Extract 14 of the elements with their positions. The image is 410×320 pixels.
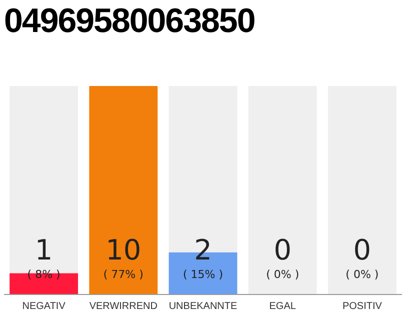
x-tick-label: POSITIV bbox=[342, 300, 382, 312]
x-tick-label: NEGATIV bbox=[22, 300, 66, 312]
chart-title: 04969580063850 bbox=[4, 2, 255, 41]
annotation: ( 77% ) bbox=[103, 268, 144, 281]
x-tick-label: EGAL bbox=[269, 300, 296, 312]
annotation: 0 bbox=[353, 233, 372, 266]
annotation: ( 15% ) bbox=[182, 268, 224, 281]
annotation: ( 0% ) bbox=[346, 268, 379, 281]
annotation: 1 bbox=[34, 233, 53, 266]
x-tick-label: UNBEKANNTE bbox=[168, 300, 238, 312]
annotation: ( 0% ) bbox=[266, 268, 300, 281]
annotation: 10 bbox=[106, 233, 142, 266]
x-tick-label: VERWIRREND bbox=[89, 300, 158, 312]
annotation: 0 bbox=[274, 233, 292, 266]
